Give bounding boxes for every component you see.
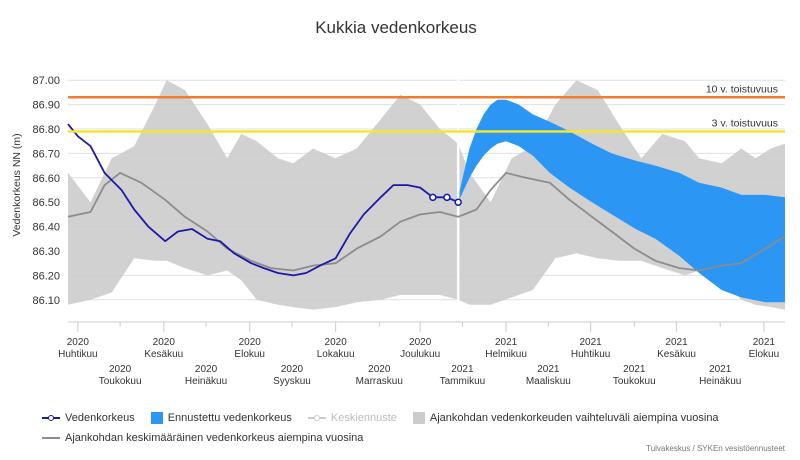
- x-tick-year: 2020: [67, 337, 90, 348]
- x-tick-month: Huhtikuu: [58, 349, 97, 360]
- y-tick-label: 86.40: [32, 222, 60, 234]
- threshold-label: 3 v. toistuvuus: [712, 117, 778, 129]
- x-tick-year: 2020: [368, 364, 391, 375]
- legend-item-ennustettu[interactable]: Ennustettu vedenkorkeus: [150, 412, 292, 424]
- x-tick-year: 2021: [623, 364, 646, 375]
- series-ajankohdan-vedenkorkeuden-vaihteluvali-aiempina-vuosina: [68, 80, 785, 310]
- series-ennustettu-vedenkorkeus: [458, 99, 785, 303]
- x-tick-month: Huhtikuu: [571, 349, 610, 360]
- x-tick-year: 2020: [109, 364, 132, 375]
- legend-row-2: Ajankohdan keskimääräinen vedenkorkeus a…: [42, 428, 792, 448]
- legend-label: Ennustettu vedenkorkeus: [167, 412, 292, 424]
- x-tick-year: 2020: [195, 364, 218, 375]
- line-icon: [42, 432, 60, 444]
- x-tick-year: 2021: [451, 364, 474, 375]
- legend-item-keskiennuste[interactable]: Keskiennuste: [307, 412, 397, 424]
- x-tick-year: 2020: [409, 337, 432, 348]
- chart-title: Kukkia vedenkorkeus: [315, 18, 477, 37]
- x-tick-year: 2021: [709, 364, 732, 375]
- x-tick-year: 2020: [325, 337, 348, 348]
- x-tick-month: Maaliskuu: [526, 376, 571, 387]
- x-tick-year: 2020: [153, 337, 176, 348]
- x-tick-month: Joulukuu: [400, 349, 440, 360]
- y-tick-label: 86.50: [32, 197, 60, 209]
- legend-label: Keskiennuste: [330, 412, 397, 424]
- series-layer: [67, 58, 786, 312]
- credit-text[interactable]: Tulvakeskus / SYKEn vesistöennusteet: [646, 444, 786, 453]
- y-tick-label: 86.20: [32, 270, 60, 282]
- legend-item-vedenkorkeus[interactable]: Vedenkorkeus: [42, 412, 135, 424]
- legend-row-1: Vedenkorkeus Ennustettu vedenkorkeus Kes…: [42, 408, 792, 428]
- legend-item-keskimaarainen[interactable]: Ajankohdan keskimääräinen vedenkorkeus a…: [42, 432, 363, 444]
- x-tick-month: Syyskuu: [273, 376, 311, 387]
- x-tick-month: Heinäkuu: [699, 376, 741, 387]
- line-marker-icon: [307, 412, 326, 424]
- series-vedenkorkeus: [67, 123, 459, 277]
- x-tick-month: Heinäkuu: [185, 376, 227, 387]
- x-tick-year: 2021: [579, 337, 602, 348]
- x-tick-year: 2020: [281, 364, 304, 375]
- y-ticks: 87.00 86.90 86.80 86.70 86.60 86.50 86.40 86.30…: [32, 75, 60, 307]
- x-tick-month: Toukokuu: [99, 376, 142, 387]
- y-tick-label: 87.00: [32, 75, 60, 87]
- legend-item-vaihteluvali[interactable]: Ajankohdan vedenkorkeuden vaihteluväli a…: [412, 412, 719, 424]
- y-tick-label: 86.10: [32, 295, 60, 307]
- legend: Vedenkorkeus Ennustettu vedenkorkeus Kes…: [42, 408, 792, 448]
- thresholds: 10 v. toistuvuus 3 v. toistuvuus: [68, 83, 785, 133]
- y-axis-label: Vedenkorkeus NN (m): [11, 133, 23, 236]
- data-point: [429, 193, 437, 202]
- data-point: [454, 198, 462, 206]
- data-point: [443, 193, 451, 202]
- y-tick-label: 86.90: [32, 100, 60, 112]
- x-tick-month: Helmikuu: [485, 349, 527, 360]
- box-icon: [412, 412, 425, 424]
- x-axis: 2020Huhtikuu2020Kesäkuu2020Elokuu2020Lok…: [58, 321, 785, 387]
- x-tick-month: Kesäkuu: [657, 349, 696, 360]
- legend-label: Vedenkorkeus: [65, 412, 135, 424]
- legend-label: Ajankohdan keskimääräinen vedenkorkeus a…: [65, 432, 364, 444]
- x-tick-year: 2021: [665, 337, 688, 348]
- y-tick-label: 86.30: [32, 246, 60, 258]
- x-tick-month: Kesäkuu: [144, 349, 183, 360]
- x-tick-month: Tammikuu: [440, 376, 486, 387]
- threshold-label: 10 v. toistuvuus: [706, 83, 778, 95]
- x-tick-year: 2020: [239, 337, 262, 348]
- line-marker-icon: [42, 412, 60, 424]
- x-tick-month: Marraskuu: [356, 376, 403, 387]
- x-tick-year: 2021: [753, 337, 776, 348]
- x-tick-month: Toukokuu: [613, 376, 656, 387]
- x-tick-month: Lokakuu: [317, 349, 355, 360]
- legend-label: Ajankohdan vedenkorkeuden vaihteluväli a…: [429, 412, 719, 424]
- x-tick-year: 2021: [537, 364, 560, 375]
- y-tick-label: 86.70: [32, 148, 60, 160]
- y-tick-label: 86.60: [32, 173, 60, 185]
- y-tick-label: 86.80: [32, 124, 60, 136]
- x-tick-month: Elokuu: [749, 349, 780, 360]
- series-ajankohdan-keskimaarainen-vedenkorkeus-aiempina-vuosina: [67, 172, 786, 272]
- x-tick-year: 2021: [495, 337, 518, 348]
- x-tick-month: Elokuu: [234, 349, 265, 360]
- box-icon: [150, 412, 163, 424]
